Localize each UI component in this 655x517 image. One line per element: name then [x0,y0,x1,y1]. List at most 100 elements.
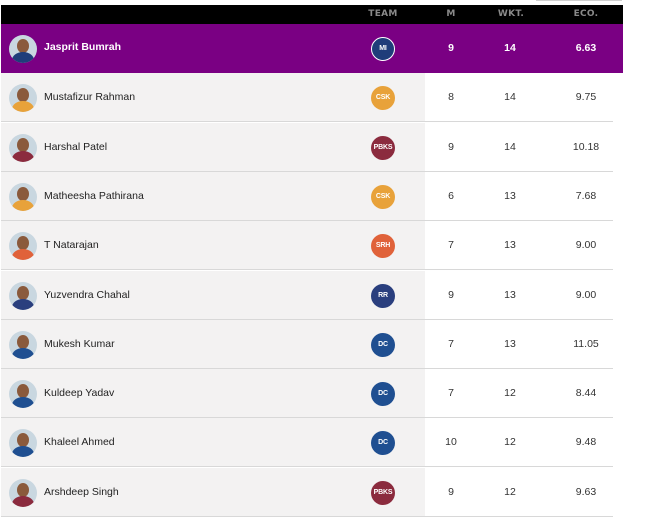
player-avatar [9,35,37,63]
economy-value: 7.68 [575,189,597,202]
wickets-value: 13 [504,288,516,301]
row-divider [1,170,613,172]
row-background [1,73,425,123]
economy-value: 10.18 [572,140,600,153]
table-row[interactable]: Yuzvendra Chahal RR 9 13 9.00 [1,270,623,320]
table-row[interactable]: Jasprit Bumrah MI 9 14 6.63 [1,24,623,73]
avatar-head [17,433,29,448]
matches-value: 7 [448,239,454,252]
row-divider [1,318,613,320]
player-avatar [9,380,37,409]
matches-value: 8 [448,91,454,104]
player-name[interactable]: Harshal Patel [44,140,108,153]
wickets-value: 12 [504,485,516,498]
avatar-body [12,101,34,113]
matches-value: 6 [448,189,454,202]
table-row[interactable]: Mustafizur Rahman CSK 8 14 9.75 [1,73,623,123]
economy-value: 9.48 [575,436,597,449]
avatar-head [17,285,29,300]
avatar-body [12,446,34,458]
row-background [1,171,425,221]
economy-value: 9.75 [575,91,597,104]
avatar-body [12,298,34,310]
row-divider [1,417,613,419]
header-economy: ECO. [573,9,599,19]
team-badge: CSK [371,86,395,111]
row-divider [1,121,613,123]
economy-value: 11.05 [573,337,599,350]
row-divider [1,466,613,468]
avatar-body [12,397,34,409]
matches-value: 9 [448,140,454,153]
player-avatar [9,133,37,162]
wickets-value: 14 [504,140,516,153]
table-row[interactable]: Matheesha Pathirana CSK 6 13 7.68 [1,171,623,221]
header-wickets: WKT. [497,9,525,19]
avatar-head [17,88,29,103]
row-background [1,369,425,419]
wickets-value: 14 [504,91,516,104]
avatar-head [17,482,29,497]
row-background [1,467,425,517]
avatar-head [17,334,29,349]
row-background [1,270,425,320]
player-name[interactable]: T Natarajan [44,239,99,252]
economy-value: 9.00 [575,239,597,252]
avatar-body [12,249,34,261]
avatar-head [17,137,29,152]
player-name[interactable]: Mukesh Kumar [44,337,115,350]
player-name[interactable]: Jasprit Bumrah [44,41,122,53]
team-badge: PBKS [371,135,395,160]
table-row[interactable]: T Natarajan SRH 7 13 9.00 [1,221,623,271]
matches-value: 7 [448,337,454,350]
team-badge: DC [371,332,395,357]
team-badge: DC [371,382,395,407]
wickets-value: 13 [504,337,516,350]
row-divider [1,219,613,221]
bowling-leaderboard-table: TEAM M WKT. ECO. Jasprit Bumrah MI 9 14 … [1,0,623,517]
team-badge: PBKS [371,480,395,505]
avatar-head [17,186,29,201]
avatar-body [12,150,34,162]
player-name[interactable]: Arshdeep Singh [44,485,119,498]
avatar-head [17,39,29,53]
economy-value: 9.63 [575,485,597,498]
player-avatar [9,478,37,507]
avatar-body [12,347,34,359]
table-header: TEAM M WKT. ECO. [1,5,623,24]
table-row[interactable]: Khaleel Ahmed DC 10 12 9.48 [1,418,623,468]
player-avatar [9,281,37,310]
team-badge: RR [371,283,395,308]
player-avatar [9,232,37,261]
table-row[interactable]: Kuldeep Yadav DC 7 12 8.44 [1,369,623,419]
team-badge: MI [371,37,395,61]
row-background [1,122,425,172]
player-name[interactable]: Khaleel Ahmed [44,436,115,449]
avatar-body [12,52,34,63]
player-name[interactable]: Mustafizur Rahman [44,91,136,104]
matches-value: 9 [448,288,454,301]
team-badge: CSK [371,184,395,209]
player-name[interactable]: Kuldeep Yadav [44,387,115,400]
table-row[interactable]: Harshal Patel PBKS 9 14 10.18 [1,122,623,172]
economy-value: 9.00 [575,288,597,301]
team-badge: SRH [371,234,395,259]
team-badge: DC [371,431,395,456]
table-row[interactable]: Arshdeep Singh PBKS 9 12 9.63 [1,467,623,517]
header-team: TEAM [368,9,398,19]
player-avatar [9,182,37,211]
avatar-body [12,199,34,211]
player-name[interactable]: Yuzvendra Chahal [44,288,130,301]
wickets-value: 12 [504,436,516,449]
wickets-value: 13 [504,189,516,202]
matches-value: 9 [448,485,454,498]
economy-value: 6.63 [575,42,597,54]
matches-value: 10 [445,436,457,449]
row-divider [1,269,613,271]
economy-value: 8.44 [575,387,597,400]
player-avatar [9,429,37,458]
table-row[interactable]: Mukesh Kumar DC 7 13 11.05 [1,319,623,369]
avatar-head [17,236,29,251]
player-name[interactable]: Matheesha Pathirana [44,189,144,202]
player-avatar [9,330,37,359]
